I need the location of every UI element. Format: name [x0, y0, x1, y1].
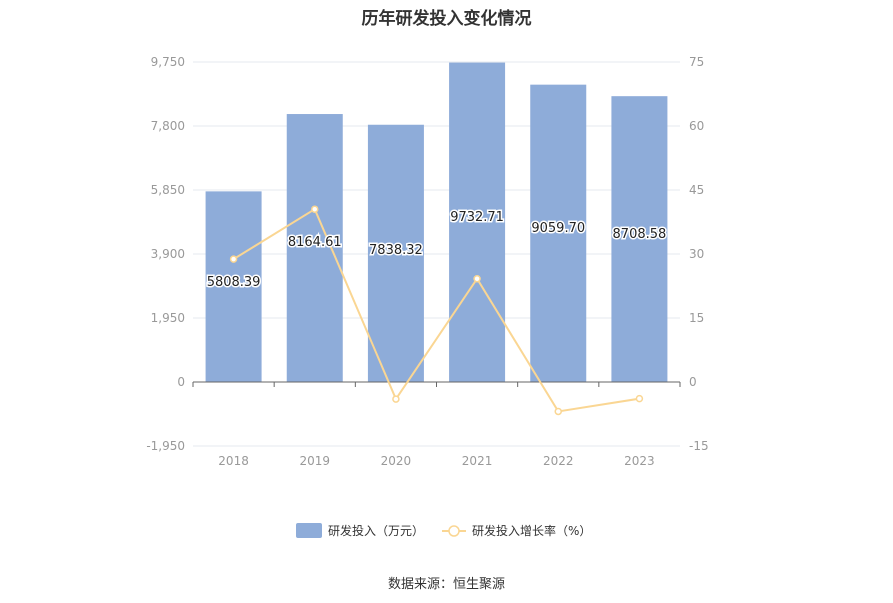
x-tick-label: 2018: [218, 454, 249, 468]
legend-bar-label: 研发投入（万元）: [328, 523, 424, 538]
left-tick-label: 5,850: [151, 183, 185, 197]
bar: [611, 96, 668, 383]
bar-data-labels: 5808.39 8164.61 7838.32 9732.71 9059.70 8708.…: [205, 209, 668, 292]
right-tick-label: 0: [689, 375, 697, 389]
bar: [530, 84, 587, 382]
left-tick-label: -1,950: [146, 439, 185, 453]
x-tick-label: 2023: [624, 454, 655, 468]
bar-data-label: 9732.71: [450, 210, 504, 225]
bar: [205, 191, 262, 382]
line-series: [229, 205, 644, 416]
bar: [286, 114, 343, 382]
bar-data-label: 7838.32: [369, 243, 423, 258]
legend-line-label: 研发投入增长率（%）: [472, 523, 591, 538]
right-tick-label: 30: [689, 247, 704, 261]
right-tick-label: 75: [689, 55, 704, 69]
x-axis: 2018 2019 2020 2021 2022 2023: [192, 381, 681, 468]
x-tick-label: 2020: [381, 454, 412, 468]
growth-point: [392, 395, 400, 403]
legend-bar-swatch: [296, 523, 322, 538]
x-tick-label: 2021: [462, 454, 493, 468]
legend: 研发投入（万元） 研发投入增长率（%）: [296, 523, 591, 538]
grid-lines: [193, 61, 680, 447]
right-tick-label: -15: [689, 439, 709, 453]
bar: [367, 124, 424, 383]
chart-title: 历年研发投入变化情况: [361, 9, 532, 29]
growth-point: [311, 205, 319, 213]
data-source: 数据来源：恒生聚源: [387, 577, 505, 592]
x-tick-label: 2019: [299, 454, 330, 468]
left-tick-label: 7,800: [151, 119, 185, 133]
growth-point: [554, 407, 562, 416]
left-tick-label: 0: [177, 375, 185, 389]
right-tick-label: 15: [689, 311, 704, 325]
growth-point: [635, 394, 644, 403]
growth-point: [473, 274, 481, 283]
bar-series: [205, 62, 668, 383]
left-axis: -1,950 0 1,950 3,900 5,850 7,800 9,750: [146, 55, 185, 453]
x-tick-label: 2022: [543, 454, 574, 468]
left-tick-label: 9,750: [151, 55, 185, 69]
bar-data-label: 8708.58: [613, 227, 667, 242]
bar-data-label: 8164.61: [288, 235, 342, 250]
legend-line-marker: [448, 525, 460, 537]
chart: -1,950 0 1,950 3,900 5,850 7,800 9,750 -15 0 15 3…: [146, 55, 709, 538]
growth-point: [229, 255, 238, 263]
bar: [449, 62, 506, 382]
bar-data-label: 9059.70: [531, 221, 585, 236]
growth-line: [233, 207, 640, 413]
right-tick-label: 45: [689, 183, 704, 197]
right-tick-label: 60: [689, 119, 704, 133]
bar-data-label: 5808.39: [207, 275, 261, 290]
right-axis: -15 0 15 30 45 60 75: [689, 55, 709, 453]
left-tick-label: 1,950: [151, 311, 185, 325]
left-tick-label: 3,900: [151, 247, 185, 261]
